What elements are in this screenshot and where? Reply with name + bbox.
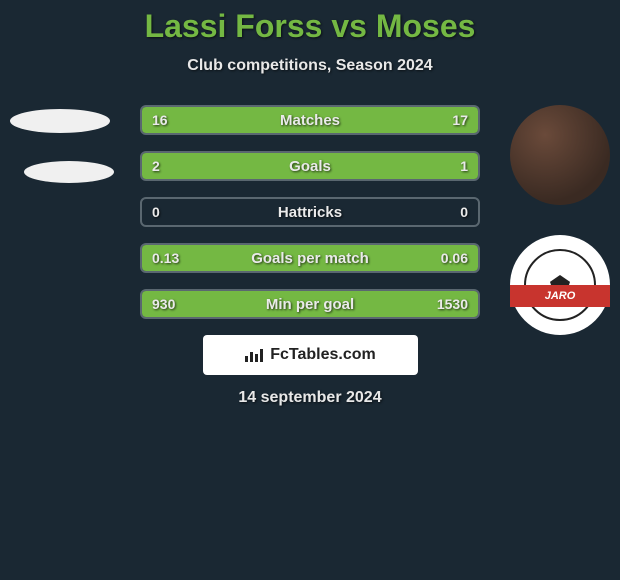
brand-box[interactable]: FcTables.com [203,335,418,375]
vs-label: vs [331,8,367,44]
stat-value-right: 1 [460,153,468,179]
player2-club-logo: JARO [510,235,610,335]
stats-list: 16 Matches 17 2 Goals 1 0 Hattricks 0 [140,105,480,319]
stat-value-right: 0 [460,199,468,225]
club-name-band: JARO [510,285,610,307]
stat-row-goals-per-match: 0.13 Goals per match 0.06 [140,243,480,273]
brand-label: FcTables.com [270,346,376,364]
title: Lassi Forss vs Moses [0,8,620,45]
comparison-card: Lassi Forss vs Moses Club competitions, … [0,0,620,407]
stat-label: Matches [142,107,478,133]
player2-name: Moses [376,8,476,44]
player1-avatar [10,105,110,205]
stat-label: Goals [142,153,478,179]
subtitle: Club competitions, Season 2024 [0,57,620,75]
main-row: JARO 16 Matches 17 2 Goals 1 0 Hattr [0,105,620,319]
placeholder-shape [24,161,114,183]
bar-chart-icon [244,347,264,363]
stat-value-right: 17 [452,107,468,133]
player1-name: Lassi Forss [145,8,323,44]
placeholder-shape [10,109,110,133]
stat-value-right: 0.06 [441,245,468,271]
stat-row-matches: 16 Matches 17 [140,105,480,135]
stat-row-hattricks: 0 Hattricks 0 [140,197,480,227]
player2-avatar [510,105,610,205]
stat-label: Hattricks [142,199,478,225]
stat-row-goals: 2 Goals 1 [140,151,480,181]
stat-label: Goals per match [142,245,478,271]
stat-label: Min per goal [142,291,478,317]
stat-value-right: 1530 [437,291,468,317]
date-label: 14 september 2024 [0,389,620,407]
stat-row-min-per-goal: 930 Min per goal 1530 [140,289,480,319]
player1-club-logo [15,225,105,315]
